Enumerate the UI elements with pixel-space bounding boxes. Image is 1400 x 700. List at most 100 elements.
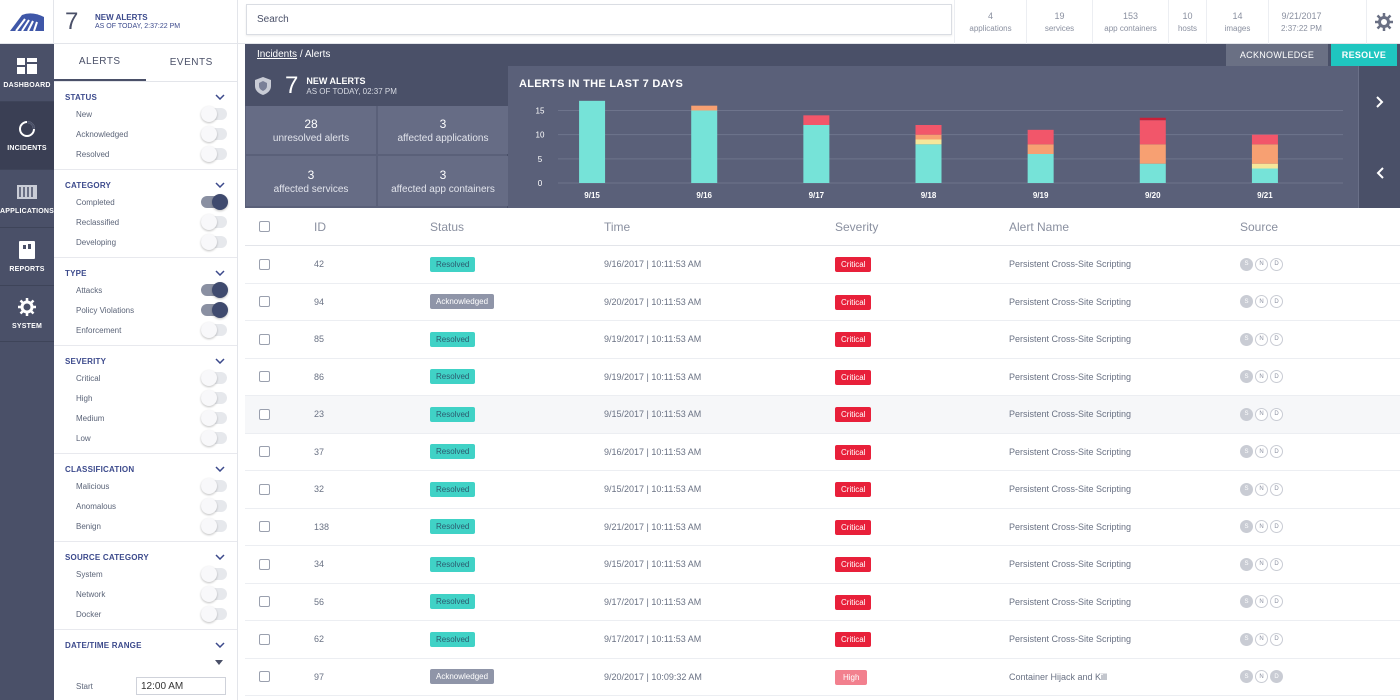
nav-incidents[interactable]: INCIDENTS <box>0 102 54 170</box>
bar-segment-9-18-s3[interactable] <box>915 125 942 135</box>
filter-toggle-acknowledged[interactable] <box>201 126 227 142</box>
alert-name[interactable]: Persistent Cross-Site Scripting <box>1009 259 1132 270</box>
chevron-down-icon[interactable] <box>215 356 225 366</box>
filter-toggle-network[interactable] <box>201 586 227 602</box>
filter-toggle-system[interactable] <box>201 566 227 582</box>
col-header-time[interactable]: Time <box>604 219 631 234</box>
row-checkbox[interactable] <box>259 296 270 308</box>
start-time-input[interactable] <box>136 677 226 695</box>
bar-segment-9-18-s1[interactable] <box>915 139 942 145</box>
chevron-down-icon[interactable] <box>215 92 225 102</box>
bar-segment-9-20-s0[interactable] <box>1139 163 1166 183</box>
alert-name[interactable]: Persistent Cross-Site Scripting <box>1009 559 1132 570</box>
select-all-checkbox[interactable] <box>259 221 270 232</box>
nav-system[interactable]: SYSTEM <box>0 286 54 342</box>
row-checkbox[interactable] <box>259 633 270 645</box>
table-row[interactable]: 37 Resolved 9/16/2017 | 10:11:53 AM Critica… <box>245 434 1400 471</box>
bar-segment-9-19-s2[interactable] <box>1027 144 1054 154</box>
col-header-status[interactable]: Status <box>430 219 465 234</box>
chevron-down-icon[interactable] <box>215 180 225 190</box>
filter-toggle-malicious[interactable] <box>201 478 227 494</box>
table-row[interactable]: 97 Acknowledged 9/20/2017 | 10:09:32 AM Hig… <box>245 659 1400 696</box>
stat-images[interactable]: 14 images <box>1206 0 1268 44</box>
filter-toggle-critical[interactable] <box>201 370 227 386</box>
filter-toggle-medium[interactable] <box>201 410 227 426</box>
filter-toggle-developing[interactable] <box>201 234 227 250</box>
chart-prev-button[interactable] <box>1358 137 1400 208</box>
row-checkbox[interactable] <box>259 521 270 533</box>
bar-segment-9-17-s0[interactable] <box>803 125 830 183</box>
bar-segment-9-16-s2[interactable] <box>691 105 718 111</box>
row-checkbox[interactable] <box>259 446 270 458</box>
bar-segment-9-21-s2[interactable] <box>1251 144 1278 164</box>
nav-reports[interactable]: REPORTS <box>0 228 54 286</box>
filter-toggle-high[interactable] <box>201 390 227 406</box>
table-row[interactable]: 23 Resolved 9/15/2017 | 10:11:53 AM Critica… <box>245 396 1400 434</box>
alert-name[interactable]: Persistent Cross-Site Scripting <box>1009 296 1132 307</box>
bar-segment-9-15-s0[interactable] <box>579 100 606 183</box>
bar-segment-9-17-s3[interactable] <box>803 115 830 125</box>
nav-dashboard[interactable]: DASHBOARD <box>0 44 54 102</box>
row-checkbox[interactable] <box>259 258 270 270</box>
breadcrumb-incidents[interactable]: Incidents <box>257 49 298 60</box>
filter-toggle-low[interactable] <box>201 430 227 446</box>
alert-name[interactable]: Persistent Cross-Site Scripting <box>1009 446 1132 457</box>
settings-button[interactable] <box>1366 0 1400 44</box>
col-header-alert-name[interactable]: Alert Name <box>1009 219 1070 234</box>
col-header-source[interactable]: Source <box>1240 219 1279 234</box>
table-row[interactable]: 56 Resolved 9/17/2017 | 10:11:53 AM Critica… <box>245 584 1400 621</box>
bar-segment-9-21-s3[interactable] <box>1251 134 1278 145</box>
search-input[interactable] <box>246 4 952 35</box>
chevron-down-icon[interactable] <box>215 268 225 278</box>
alert-name[interactable]: Persistent Cross-Site Scripting <box>1009 596 1132 607</box>
logo[interactable] <box>0 0 54 44</box>
resolve-button[interactable]: RESOLVE <box>1331 44 1397 66</box>
col-header-severity[interactable]: Severity <box>835 219 879 234</box>
chevron-down-icon[interactable] <box>215 464 225 474</box>
row-checkbox[interactable] <box>259 483 270 495</box>
stat-services[interactable]: 19 services <box>1026 0 1092 44</box>
row-checkbox[interactable] <box>259 671 270 683</box>
bar-segment-9-18-s2[interactable] <box>915 134 942 140</box>
row-checkbox[interactable] <box>259 596 270 608</box>
filter-toggle-new[interactable] <box>201 106 227 122</box>
row-checkbox[interactable] <box>259 558 270 570</box>
filter-toggle-reclassified[interactable] <box>201 214 227 230</box>
alert-name[interactable]: Persistent Cross-Site Scripting <box>1009 409 1132 420</box>
filter-toggle-attacks[interactable] <box>201 282 228 298</box>
stat-hosts[interactable]: 10 hosts <box>1168 0 1206 44</box>
table-row[interactable]: 94 Acknowledged 9/20/2017 | 10:11:53 AM Cri… <box>245 284 1400 321</box>
filter-toggle-docker[interactable] <box>201 606 227 622</box>
row-checkbox[interactable] <box>259 371 270 383</box>
table-row[interactable]: 62 Resolved 9/17/2017 | 10:11:53 AM Critica… <box>245 621 1400 659</box>
col-header-id[interactable]: ID <box>314 219 326 234</box>
alert-name[interactable]: Persistent Cross-Site Scripting <box>1009 371 1132 382</box>
filter-toggle-enforcement[interactable] <box>201 322 227 338</box>
filter-toggle-benign[interactable] <box>201 518 227 534</box>
datetime-preset-select[interactable] <box>54 652 237 674</box>
stat-applications[interactable]: 4 applications <box>954 0 1026 44</box>
table-row[interactable]: 86 Resolved 9/19/2017 | 10:11:53 AM Critica… <box>245 359 1400 396</box>
table-row[interactable]: 85 Resolved 9/19/2017 | 10:11:53 AM Critica… <box>245 321 1400 359</box>
table-row[interactable]: 32 Resolved 9/15/2017 | 10:11:53 AM Critica… <box>245 471 1400 509</box>
alert-name[interactable]: Persistent Cross-Site Scripting <box>1009 484 1132 495</box>
bar-segment-9-20-s3[interactable] <box>1139 120 1166 145</box>
bar-segment-9-18-s0[interactable] <box>915 144 942 183</box>
chart-next-button[interactable] <box>1358 66 1400 137</box>
row-checkbox[interactable] <box>259 333 270 345</box>
table-row[interactable]: 42 Resolved 9/16/2017 | 10:11:53 AM Critica… <box>245 246 1400 284</box>
bar-segment-9-21-s1[interactable] <box>1251 163 1278 169</box>
bar-segment-9-20-s4[interactable] <box>1139 117 1166 121</box>
bar-segment-9-21-s0[interactable] <box>1251 168 1278 184</box>
alert-name[interactable]: Container Hijack and Kill <box>1009 671 1108 682</box>
chevron-down-icon[interactable] <box>215 552 225 562</box>
tab-alerts[interactable]: ALERTS <box>54 44 146 81</box>
bar-segment-9-16-s0[interactable] <box>691 110 718 184</box>
alert-name[interactable]: Persistent Cross-Site Scripting <box>1009 334 1132 345</box>
filter-toggle-resolved[interactable] <box>201 146 227 162</box>
filter-toggle-completed[interactable] <box>201 194 228 210</box>
bar-segment-9-20-s2[interactable] <box>1139 144 1166 164</box>
stat-app-containers[interactable]: 153 app containers <box>1092 0 1168 44</box>
bar-segment-9-19-s3[interactable] <box>1027 129 1054 145</box>
table-row[interactable]: 138 Resolved 9/21/2017 | 10:11:53 AM Critic… <box>245 509 1400 546</box>
